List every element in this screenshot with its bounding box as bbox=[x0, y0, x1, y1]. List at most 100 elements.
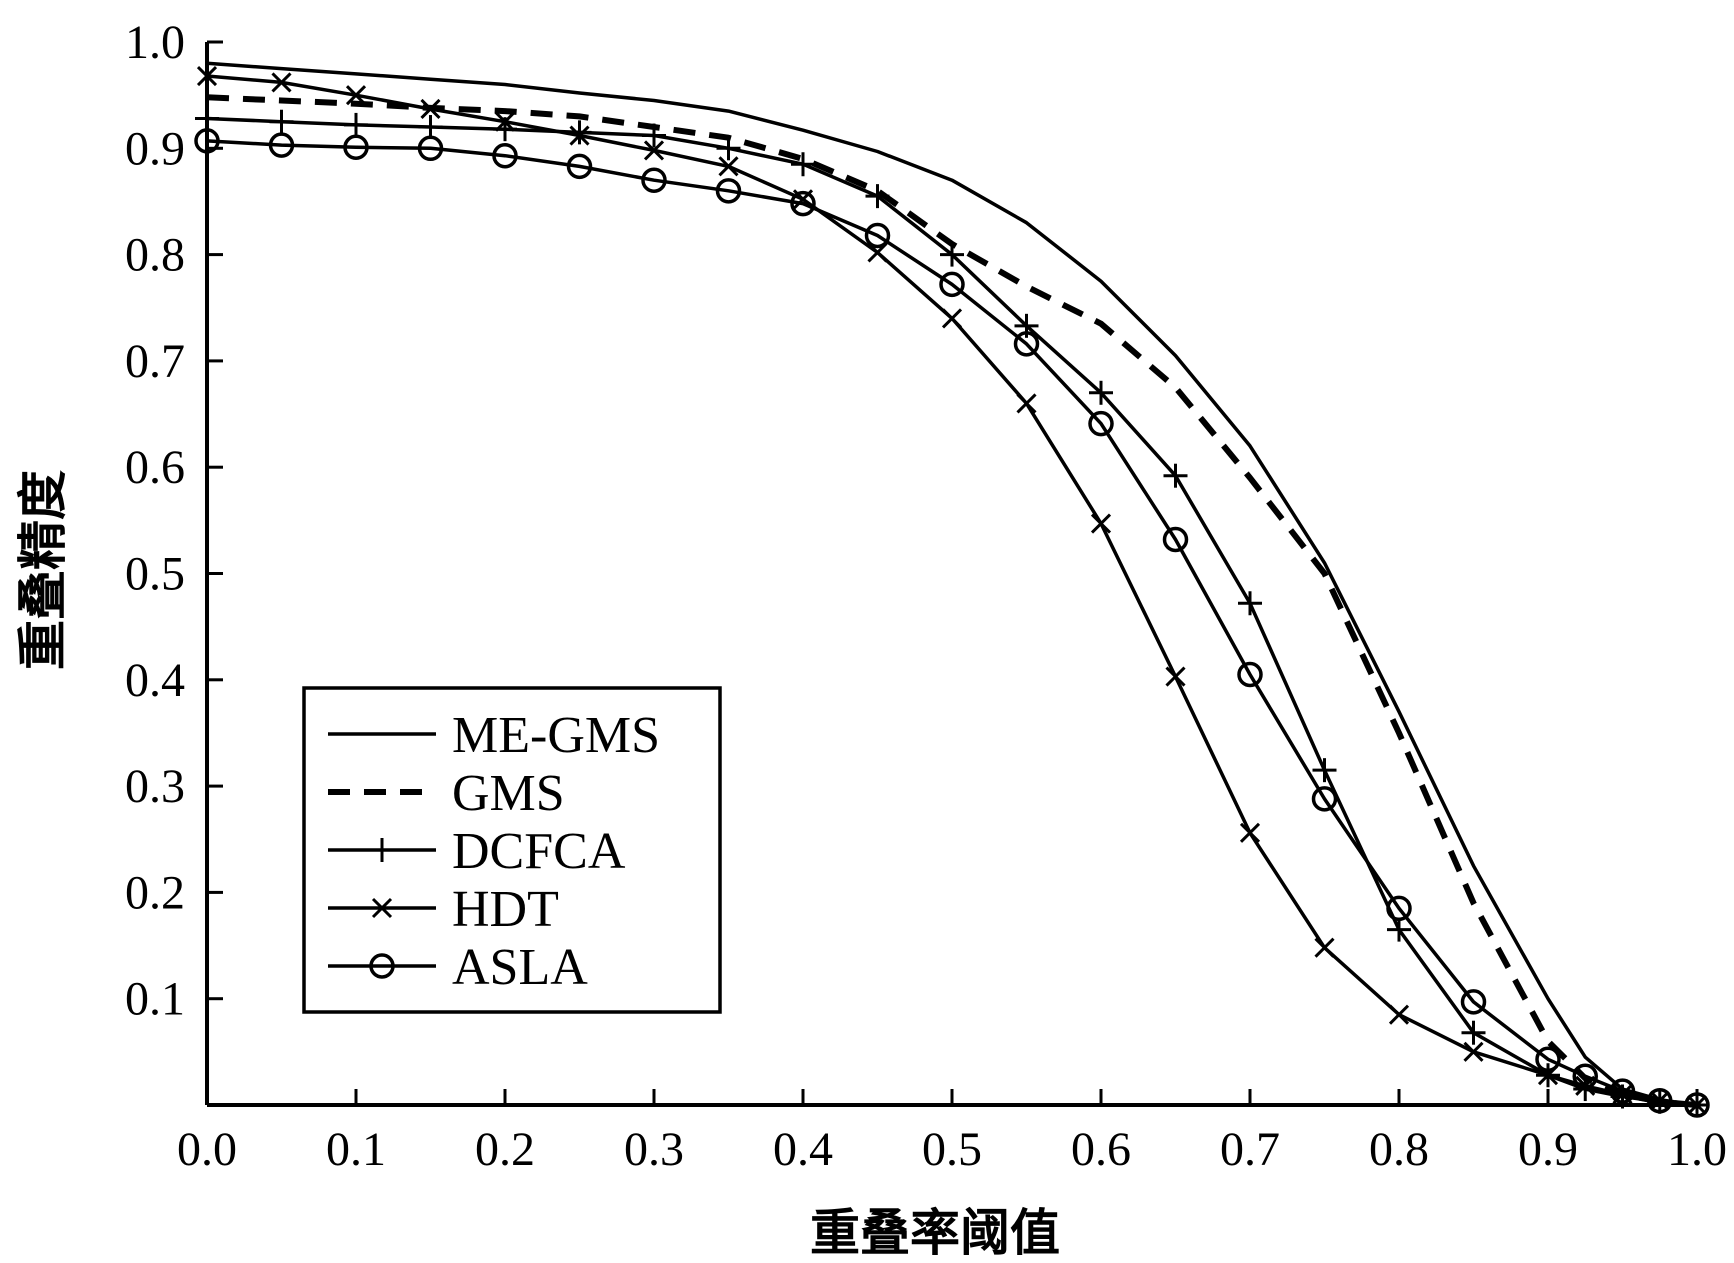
legend-marker-dcfca bbox=[370, 838, 394, 862]
x-marker-b bbox=[718, 156, 739, 177]
data-point-asla bbox=[939, 271, 965, 298]
data-point-dcfca bbox=[865, 184, 890, 209]
data-point-hdt bbox=[1239, 822, 1261, 843]
x-marker-b bbox=[420, 98, 441, 120]
data-point-hdt bbox=[1686, 1094, 1708, 1116]
series-markers bbox=[194, 65, 1710, 1118]
data-point-asla bbox=[566, 153, 593, 180]
data-point-dcfca bbox=[642, 123, 666, 148]
x-marker-b bbox=[271, 72, 292, 93]
data-point-hdt bbox=[271, 72, 292, 93]
legend-label-me-gms: ME-GMS bbox=[452, 707, 660, 764]
data-point-asla bbox=[1237, 661, 1263, 688]
x-tick-label: 0.8 bbox=[1369, 1123, 1429, 1176]
data-point-hdt bbox=[569, 125, 590, 146]
x-marker-b bbox=[1314, 937, 1335, 958]
x-marker-b bbox=[1649, 1090, 1670, 1111]
series-line-me-gms bbox=[206, 61, 1698, 1107]
data-point-hdt bbox=[494, 111, 516, 132]
data-point-dcfca bbox=[195, 106, 219, 131]
legend-marker-asla bbox=[369, 953, 395, 979]
data-point-asla bbox=[864, 222, 891, 249]
data-point-hdt bbox=[1463, 1041, 1484, 1062]
x-axis-title: 重叠率阈值 bbox=[810, 1204, 1060, 1262]
y-axis-title: 重叠精度 bbox=[14, 470, 72, 670]
series-line-asla bbox=[206, 139, 1698, 1107]
x-marker-b bbox=[1686, 1094, 1708, 1116]
legend-label-hdt: HDT bbox=[452, 881, 559, 938]
data-point-dcfca bbox=[791, 152, 815, 177]
data-point-asla bbox=[1162, 526, 1189, 553]
data-point-hdt bbox=[941, 308, 963, 329]
data-point-dcfca bbox=[1163, 463, 1188, 488]
x-tick-label: 0.0 bbox=[177, 1123, 237, 1176]
x-marker-b bbox=[371, 897, 393, 919]
x-marker-b bbox=[345, 85, 367, 106]
legend-label-asla: ASLA bbox=[452, 939, 588, 996]
legend-label-gms: GMS bbox=[452, 765, 565, 822]
x-tick-label: 1.0 bbox=[1667, 1123, 1727, 1176]
data-point-asla bbox=[1386, 895, 1412, 922]
x-tick-label: 0.6 bbox=[1071, 1123, 1131, 1176]
data-point-hdt bbox=[196, 65, 218, 87]
data-point-asla bbox=[492, 142, 518, 169]
data-point-dcfca bbox=[716, 136, 741, 161]
y-tick-label: 0.4 bbox=[125, 654, 185, 707]
y-tick-label: 0.9 bbox=[125, 122, 185, 175]
data-point-dcfca bbox=[567, 120, 592, 145]
data-point-asla bbox=[641, 167, 667, 193]
data-point-dcfca bbox=[940, 242, 964, 267]
data-point-dcfca bbox=[269, 109, 294, 134]
data-point-hdt bbox=[1090, 513, 1112, 534]
x-tick-label: 0.5 bbox=[922, 1123, 982, 1176]
series-line-gms bbox=[206, 94, 1698, 1108]
y-tick-label: 0.3 bbox=[125, 760, 185, 813]
data-point-asla bbox=[715, 178, 742, 204]
x-marker-b bbox=[643, 140, 665, 161]
data-point-dcfca bbox=[1238, 591, 1262, 616]
x-marker-b bbox=[196, 65, 218, 87]
x-marker-b bbox=[1165, 666, 1186, 687]
x-tick-label: 0.3 bbox=[624, 1123, 684, 1176]
data-point-asla bbox=[1088, 410, 1114, 437]
data-point-hdt bbox=[718, 156, 739, 177]
x-marker-b bbox=[941, 308, 963, 329]
x-marker-b bbox=[569, 125, 590, 146]
y-tick-label: 0.1 bbox=[125, 973, 185, 1026]
data-point-asla bbox=[417, 135, 444, 162]
y-tick-label: 0.5 bbox=[125, 548, 185, 601]
x-marker-b bbox=[1239, 822, 1261, 843]
data-point-asla bbox=[1460, 989, 1487, 1015]
x-tick-label: 0.2 bbox=[475, 1123, 535, 1176]
data-point-hdt bbox=[345, 85, 367, 106]
data-point-hdt bbox=[1314, 937, 1335, 958]
x-marker-b bbox=[1388, 1004, 1410, 1025]
y-tick-label: 0.6 bbox=[125, 441, 185, 494]
data-point-asla bbox=[1684, 1092, 1710, 1118]
data-point-asla bbox=[1013, 331, 1040, 357]
x-tick-label: 0.1 bbox=[326, 1123, 386, 1176]
data-point-dcfca bbox=[344, 112, 368, 137]
x-tick-label: 0.4 bbox=[773, 1123, 833, 1176]
y-tick-label: 0.2 bbox=[125, 866, 185, 919]
data-point-asla bbox=[790, 190, 816, 217]
data-point-asla bbox=[268, 132, 295, 158]
y-tick-label: 0.7 bbox=[125, 335, 185, 388]
data-point-asla bbox=[1609, 1078, 1636, 1104]
data-point-hdt bbox=[1649, 1090, 1670, 1111]
y-tick-label: 1.0 bbox=[125, 16, 185, 69]
data-point-hdt bbox=[1165, 666, 1186, 687]
data-point-asla bbox=[1535, 1046, 1561, 1073]
x-marker-b bbox=[494, 111, 516, 132]
y-tick-label: 0.8 bbox=[125, 229, 185, 282]
x-marker-b bbox=[1463, 1041, 1484, 1062]
data-point-hdt bbox=[1388, 1004, 1410, 1025]
data-point-hdt bbox=[643, 140, 665, 161]
data-point-asla bbox=[1311, 786, 1338, 812]
data-point-asla bbox=[343, 134, 369, 160]
data-point-hdt bbox=[420, 98, 441, 120]
data-point-dcfca bbox=[1089, 380, 1113, 405]
tick-marks: 0.0 0.1 0.2 0.3 0.4 0.5 0.6 0.7 0.8 0.9 1.0 0.1 0.2 0… bbox=[125, 16, 1727, 1176]
